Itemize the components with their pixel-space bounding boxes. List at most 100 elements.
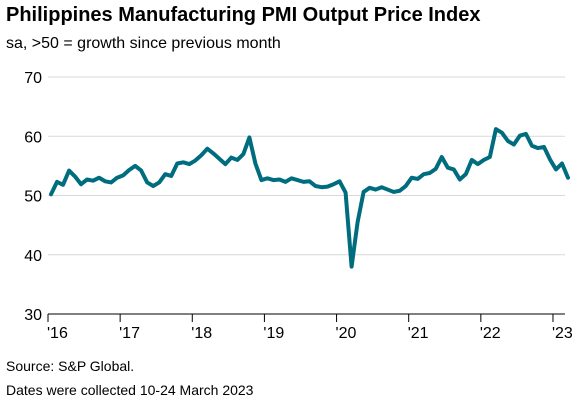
y-tick-label-50: 50 <box>24 189 42 206</box>
data-point-53 <box>368 186 371 189</box>
data-point-16 <box>146 181 149 184</box>
data-point-33 <box>248 136 251 139</box>
data-point-54 <box>374 188 377 191</box>
data-point-73 <box>488 155 491 158</box>
data-point-5 <box>80 183 83 186</box>
dates-note: Dates were collected 10-24 March 2023 <box>6 382 254 398</box>
source-note: Source: S&P Global. <box>6 358 135 374</box>
data-point-42 <box>302 180 305 183</box>
data-point-80 <box>530 144 533 147</box>
data-point-38 <box>278 178 281 181</box>
data-point-71 <box>476 163 479 166</box>
data-point-72 <box>482 158 485 161</box>
data-point-70 <box>470 158 473 161</box>
data-point-46 <box>326 185 329 188</box>
data-point-61 <box>416 177 419 180</box>
data-point-50 <box>350 265 353 268</box>
y-tick-label-70: 70 <box>24 70 42 87</box>
data-point-45 <box>320 186 323 189</box>
data-point-14 <box>134 164 137 167</box>
data-point-51 <box>356 221 359 224</box>
y-tick-label-30: 30 <box>24 307 42 324</box>
data-point-11 <box>116 176 119 179</box>
x-tick-label-1: '17 <box>119 325 140 342</box>
data-point-68 <box>458 178 461 181</box>
data-point-6 <box>86 178 89 181</box>
data-point-32 <box>242 153 245 156</box>
y-tick-label-40: 40 <box>24 248 42 265</box>
data-point-23 <box>188 163 191 166</box>
data-point-47 <box>332 183 335 186</box>
data-point-36 <box>266 177 269 180</box>
data-point-78 <box>518 134 521 137</box>
data-point-18 <box>158 181 161 184</box>
data-point-19 <box>164 173 167 176</box>
data-point-30 <box>230 156 233 159</box>
data-point-37 <box>272 179 275 182</box>
data-point-35 <box>260 179 263 182</box>
data-point-60 <box>410 176 413 179</box>
data-point-76 <box>506 139 509 142</box>
data-point-7 <box>92 179 95 182</box>
data-point-56 <box>386 188 389 191</box>
data-point-62 <box>422 173 425 176</box>
data-point-48 <box>338 180 341 183</box>
data-point-57 <box>392 190 395 193</box>
chart-title: Philippines Manufacturing PMI Output Pri… <box>6 4 481 26</box>
data-point-12 <box>122 174 125 177</box>
data-point-63 <box>428 171 431 174</box>
data-point-41 <box>296 179 299 182</box>
data-point-52 <box>362 190 365 193</box>
data-point-58 <box>398 189 401 192</box>
data-point-31 <box>236 158 239 161</box>
data-point-8 <box>98 176 101 179</box>
data-point-75 <box>500 131 503 134</box>
y-tick-label-60: 60 <box>24 129 42 146</box>
data-point-84 <box>554 168 557 171</box>
data-point-17 <box>152 185 155 188</box>
series-line-output-price-index <box>49 127 571 269</box>
data-point-25 <box>200 154 203 157</box>
data-point-55 <box>380 186 383 189</box>
x-tick-label-5: '21 <box>408 325 429 342</box>
data-point-40 <box>290 177 293 180</box>
data-point-74 <box>494 128 497 131</box>
x-tick-label-3: '19 <box>263 325 284 342</box>
data-point-49 <box>344 191 347 194</box>
data-point-77 <box>512 143 515 146</box>
data-point-22 <box>182 161 185 164</box>
data-point-85 <box>560 162 563 165</box>
x-tick-label-7: '23 <box>552 325 573 342</box>
data-point-26 <box>206 147 209 150</box>
data-point-59 <box>404 185 407 188</box>
data-point-28 <box>218 157 221 160</box>
data-point-3 <box>68 169 71 172</box>
data-point-0 <box>50 193 53 196</box>
data-point-65 <box>440 155 443 158</box>
x-tick-label-4: '20 <box>336 325 357 342</box>
data-point-9 <box>104 180 107 183</box>
data-point-1 <box>56 180 59 183</box>
data-point-79 <box>524 132 527 135</box>
data-point-20 <box>170 174 173 177</box>
data-point-34 <box>254 162 257 165</box>
data-point-2 <box>62 183 65 186</box>
data-point-21 <box>176 162 179 165</box>
data-point-86 <box>567 176 570 179</box>
data-point-82 <box>542 145 545 148</box>
data-point-15 <box>140 169 143 172</box>
data-point-4 <box>74 175 77 178</box>
data-point-81 <box>536 147 539 150</box>
data-point-64 <box>434 167 437 170</box>
data-point-43 <box>308 180 311 183</box>
data-point-24 <box>194 159 197 162</box>
data-point-10 <box>110 181 113 184</box>
data-point-69 <box>464 173 467 176</box>
chart-subtitle: sa, >50 = growth since previous month <box>6 35 281 52</box>
data-point-66 <box>446 166 449 169</box>
data-point-13 <box>128 169 131 172</box>
x-tick-label-0: '16 <box>47 325 68 342</box>
data-point-67 <box>452 168 455 171</box>
data-point-27 <box>212 152 215 155</box>
